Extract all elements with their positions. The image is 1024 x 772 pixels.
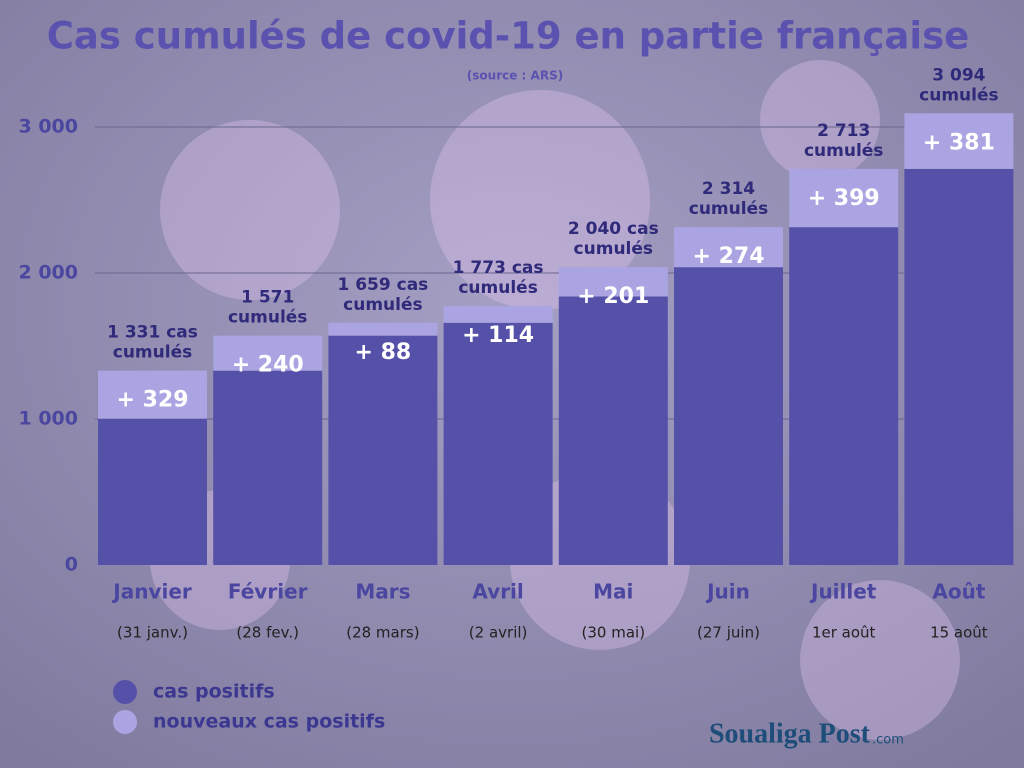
value-label: + 399 — [808, 186, 880, 211]
x-tick-note: (31 janv.) — [117, 624, 188, 642]
value-label: + 274 — [692, 244, 764, 269]
total-label: cumulés — [804, 141, 883, 161]
total-label: cumulés — [689, 199, 768, 219]
x-tick-note: (28 mars) — [346, 624, 419, 642]
bar-segment — [443, 306, 553, 323]
total-label: cumulés — [458, 278, 537, 298]
value-label: + 201 — [577, 284, 649, 309]
value-label: + 240 — [232, 353, 304, 378]
value-label: + 329 — [116, 388, 188, 413]
bar-segment — [789, 227, 899, 565]
bar-segment — [213, 335, 323, 371]
bar-segment — [558, 267, 668, 297]
bar-segment — [674, 227, 783, 268]
x-tick-label: Février — [228, 580, 308, 604]
bar-segment — [789, 168, 899, 228]
x-tick-label: Mai — [593, 580, 633, 604]
total-label: cumulés — [113, 343, 192, 363]
total-label: 1 331 cas — [107, 323, 198, 343]
total-label: cumulés — [343, 295, 422, 315]
x-tick-label: Avril — [472, 580, 523, 604]
bar-segment — [558, 296, 668, 565]
bar-segment — [98, 418, 207, 565]
y-tick-label: 3 000 — [19, 116, 79, 138]
bar-segment — [213, 370, 323, 565]
x-tick-note: 15 août — [930, 624, 988, 642]
bar-segment — [674, 267, 783, 565]
y-tick-label: 1 000 — [19, 408, 79, 430]
x-tick-note: (30 mai) — [582, 624, 646, 642]
chart-subtitle: (source : ARS) — [467, 69, 563, 83]
bar-segment — [328, 335, 438, 565]
value-label: + 114 — [462, 323, 534, 348]
total-label: cumulés — [919, 85, 998, 105]
legend-swatch — [113, 710, 137, 734]
total-label: 1 659 cas — [337, 275, 428, 295]
logo-suffix: .com — [872, 733, 904, 748]
legend-swatch — [113, 680, 137, 704]
value-label: + 381 — [923, 130, 995, 155]
total-label: cumulés — [574, 239, 653, 259]
total-label: 1 773 cas — [453, 258, 544, 278]
y-tick-label: 2 000 — [19, 262, 79, 284]
x-tick-label: Juin — [705, 580, 750, 604]
bar-segment — [443, 322, 553, 565]
x-tick-note: (2 avril) — [469, 624, 528, 642]
x-tick-note: 1er août — [812, 624, 876, 642]
total-label: 2 713 — [817, 121, 870, 141]
legend-label: cas positifs — [153, 681, 275, 703]
x-tick-note: (27 juin) — [697, 624, 760, 642]
total-label: cumulés — [228, 308, 307, 328]
x-tick-label: Août — [932, 580, 985, 604]
x-tick-label: Janvier — [111, 580, 192, 604]
total-label: 3 094 — [932, 65, 985, 85]
bar-segment — [98, 370, 207, 419]
chart-title: Cas cumulés de covid-19 en partie frança… — [47, 15, 969, 58]
bar-segment — [904, 168, 1014, 566]
logo: Soualiga Post — [709, 718, 871, 749]
total-label: 1 571 — [241, 288, 294, 308]
virus-decoration — [150, 60, 960, 740]
bar-segment — [904, 113, 1014, 169]
legend-label: nouveaux cas positifs — [153, 711, 385, 733]
bar-segment — [328, 322, 438, 336]
x-tick-note: (28 fev.) — [236, 624, 299, 642]
value-label: + 88 — [355, 340, 412, 365]
total-label: 2 314 — [702, 179, 755, 199]
total-label: 2 040 cas — [568, 219, 659, 239]
x-tick-label: Mars — [355, 580, 410, 604]
x-tick-label: Juillet — [809, 580, 877, 604]
y-tick-label: 0 — [65, 554, 78, 576]
